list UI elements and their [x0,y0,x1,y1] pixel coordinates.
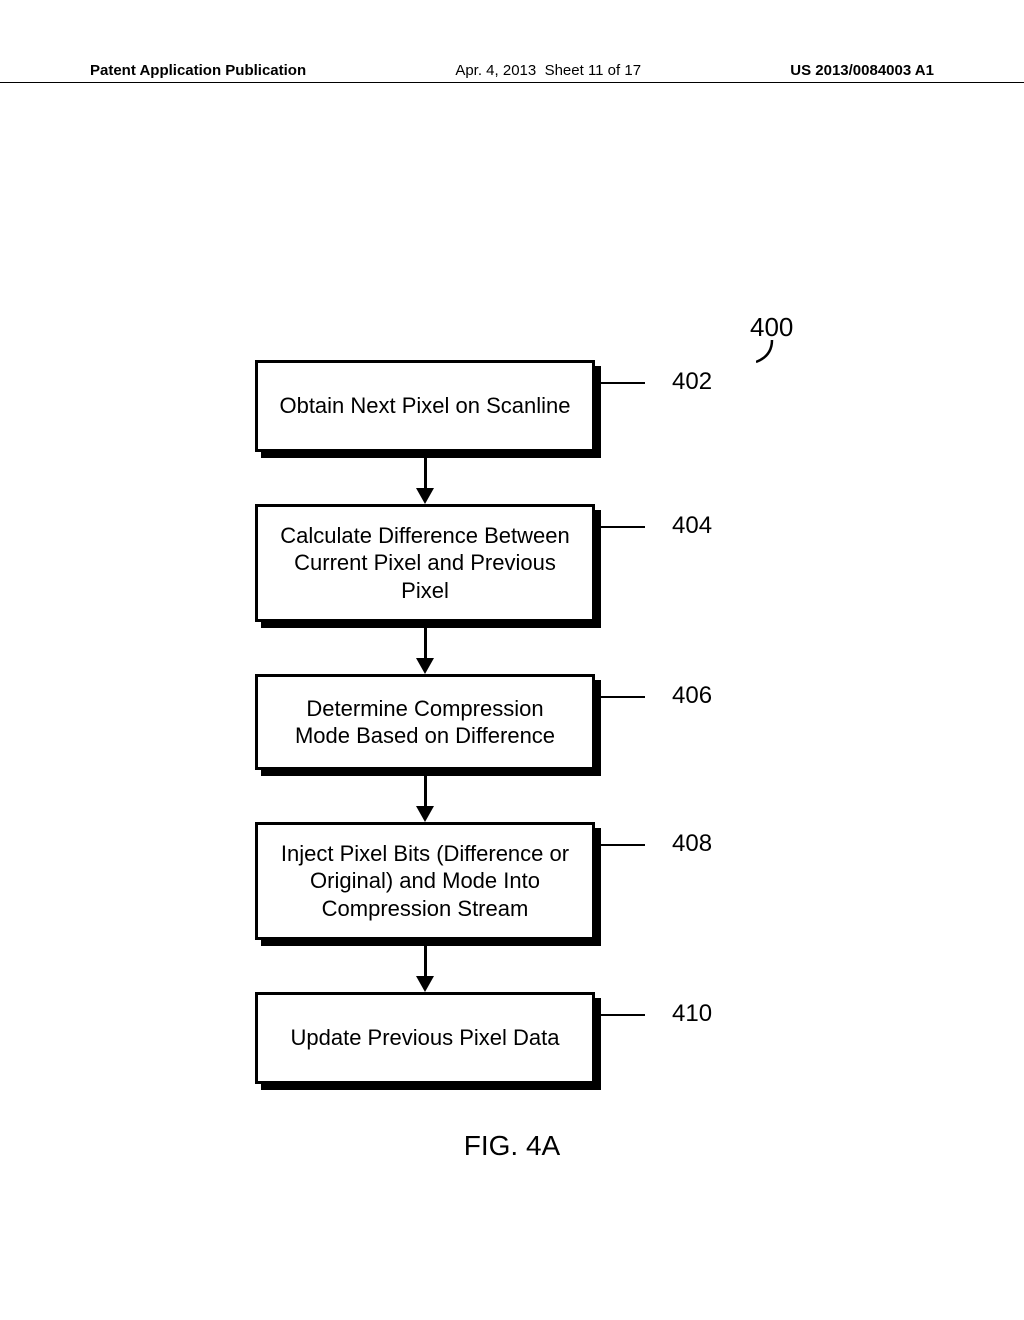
sheet-number: Sheet 11 of 17 [545,62,641,79]
header-rule [0,82,1024,83]
flow-step: Obtain Next Pixel on Scanline [255,360,595,452]
publication-label: Patent Application Publication [90,62,306,79]
reference-numeral: 406 [672,682,712,710]
reference-lead-line [595,1014,645,1016]
reference-lead-line [595,382,645,384]
flow-step: Calculate Difference Between Current Pix… [255,504,595,622]
flow-arrowhead-icon [416,806,434,822]
reference-hook-line [756,340,786,370]
reference-lead-line [595,696,645,698]
reference-lead-line [595,844,645,846]
page: Patent Application Publication Apr. 4, 2… [0,0,1024,1320]
flow-step: Determine Compression Mode Based on Diff… [255,674,595,770]
flow-arrow-line [424,776,427,806]
reference-numeral: 402 [672,368,712,396]
publication-date: Apr. 4, 2013 [455,62,536,79]
flow-step-label: Update Previous Pixel Data [290,1024,559,1052]
flow-step-label: Obtain Next Pixel on Scanline [279,392,570,420]
flow-step-label: Inject Pixel Bits (Difference or Origina… [276,840,574,923]
page-header: Patent Application Publication Apr. 4, 2… [0,62,1024,79]
figure-reference-numeral: 400 [750,312,793,343]
reference-numeral: 408 [672,830,712,858]
flow-arrow-line [424,458,427,488]
figure-caption: FIG. 4A [0,1130,1024,1162]
flow-step: Update Previous Pixel Data [255,992,595,1084]
publication-number: US 2013/0084003 A1 [790,62,934,79]
flow-arrowhead-icon [416,488,434,504]
flow-arrow-line [424,628,427,658]
flowchart: Obtain Next Pixel on Scanline 402 Calculat… [0,130,1024,1130]
flow-step-label: Calculate Difference Between Current Pix… [276,522,574,605]
reference-numeral: 410 [672,1000,712,1028]
reference-lead-line [595,526,645,528]
flow-arrowhead-icon [416,658,434,674]
flow-arrow-line [424,946,427,976]
flow-arrowhead-icon [416,976,434,992]
flow-step-label: Determine Compression Mode Based on Diff… [276,695,574,750]
reference-numeral: 404 [672,512,712,540]
flow-step: Inject Pixel Bits (Difference or Origina… [255,822,595,940]
date-and-sheet: Apr. 4, 2013 Sheet 11 of 17 [455,62,641,79]
